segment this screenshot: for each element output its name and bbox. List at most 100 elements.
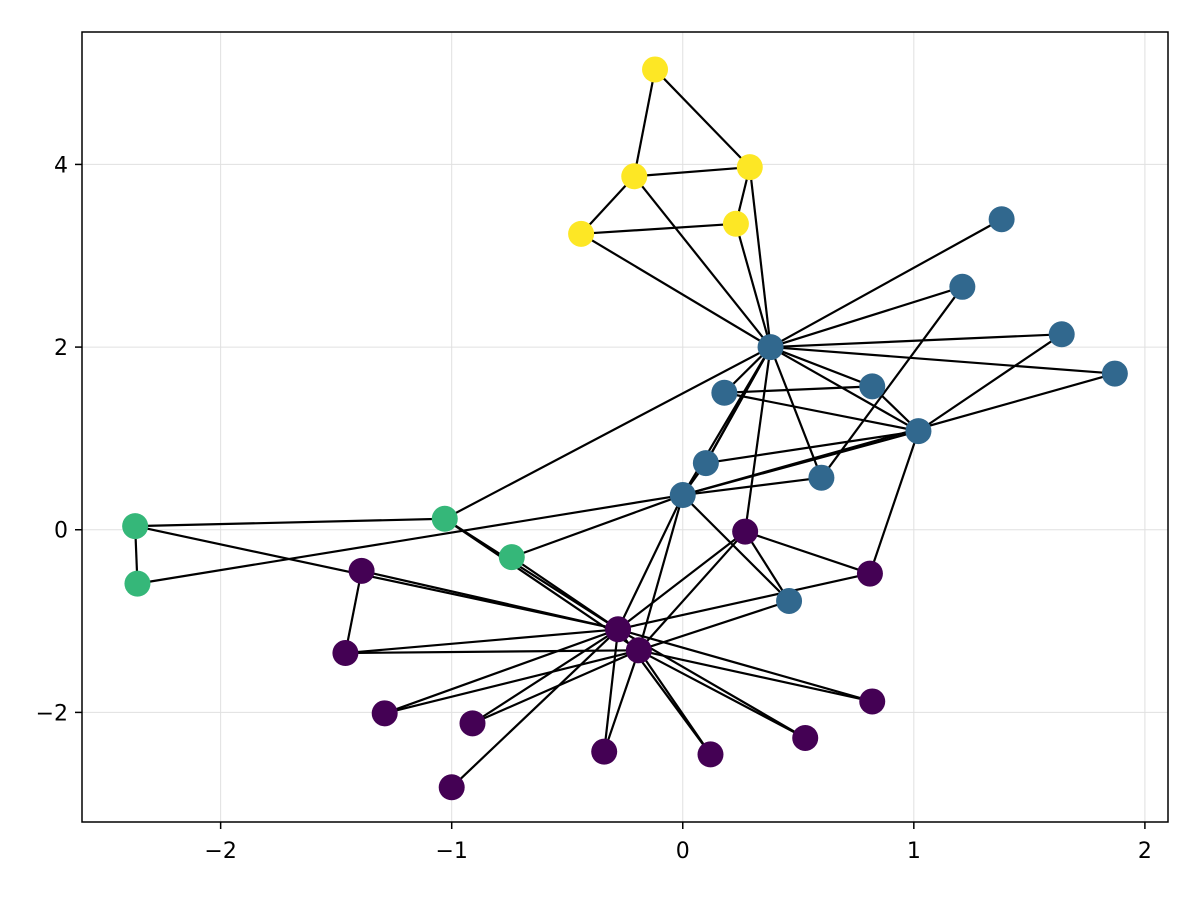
- graph-edge: [724, 385, 873, 394]
- graph-node-purple: [591, 738, 618, 765]
- nodes: [122, 56, 1128, 801]
- graph-node-green: [498, 544, 525, 571]
- graph-edge: [748, 167, 772, 348]
- graph-edge: [633, 175, 772, 348]
- graph-edge: [744, 530, 790, 602]
- graph-edge: [770, 285, 963, 349]
- graph-node-blue: [949, 273, 976, 300]
- graph-node-purple: [438, 774, 465, 801]
- graph-edge: [444, 346, 772, 520]
- graph-edge: [511, 556, 619, 631]
- graph-node-blue: [859, 373, 886, 400]
- graph-edge: [634, 166, 750, 178]
- graph-edge: [682, 476, 822, 497]
- y-tick-label: 0: [54, 519, 68, 544]
- graph-edge: [770, 345, 1115, 375]
- graph-node-green: [122, 513, 149, 540]
- graph-node-yellow: [621, 163, 648, 190]
- graph-edge: [345, 649, 639, 655]
- graph-edge: [769, 346, 823, 479]
- graph-edge: [581, 222, 736, 235]
- graph-node-blue: [757, 334, 784, 361]
- grid: [82, 32, 1168, 822]
- axis-ticks: −2 −1 0 1 2 −2 0 2 4: [36, 153, 1152, 864]
- x-tick-label: −2: [204, 839, 236, 864]
- x-tick-label: −1: [435, 839, 467, 864]
- graph-node-blue: [988, 206, 1015, 233]
- graph-edge: [637, 494, 684, 651]
- graph-edge: [580, 175, 636, 235]
- graph-edge: [637, 649, 712, 756]
- x-tick-label: 1: [907, 839, 921, 864]
- graph-node-blue: [711, 379, 738, 406]
- graph-edge: [734, 223, 772, 348]
- graph-node-blue: [808, 464, 835, 491]
- graph-node-purple: [697, 741, 724, 768]
- graph-edge: [770, 218, 1003, 349]
- graph-node-purple: [859, 688, 886, 715]
- graph-node-blue: [1101, 360, 1128, 387]
- graph-node-blue: [905, 418, 932, 445]
- graph-edge: [744, 530, 871, 575]
- graph-edge: [704, 346, 772, 464]
- graph-edge: [603, 649, 640, 753]
- graph-edge: [134, 525, 619, 631]
- graph-node-purple: [792, 724, 819, 751]
- graph-edge: [770, 333, 1062, 349]
- graph-edge: [617, 628, 873, 703]
- graph-node-blue: [669, 482, 696, 509]
- graph-edge: [724, 391, 919, 433]
- graph-edge: [344, 570, 363, 654]
- graph-edge: [638, 649, 806, 739]
- graph-node-purple: [348, 557, 375, 584]
- graph-node-purple: [856, 560, 883, 587]
- graph-node-purple: [625, 637, 652, 664]
- graph-edge: [471, 628, 619, 725]
- edges: [134, 68, 1116, 789]
- x-tick-label: 0: [676, 839, 690, 864]
- graph-node-yellow: [642, 56, 669, 83]
- graph-edge: [511, 494, 684, 559]
- graph-node-purple: [732, 518, 759, 545]
- graph-node-purple: [332, 640, 359, 667]
- graph-edge: [603, 629, 620, 752]
- graph-edge: [135, 517, 445, 528]
- graph-edge: [472, 649, 640, 725]
- graph-edge: [744, 346, 772, 532]
- graph-edge: [638, 649, 873, 703]
- graph-node-blue: [692, 450, 719, 477]
- graph-node-blue: [776, 587, 803, 614]
- graph-edge: [633, 69, 657, 177]
- graph-edge: [654, 68, 751, 168]
- graph-edge: [681, 494, 790, 602]
- graph-edge: [137, 493, 683, 585]
- graph-node-purple: [371, 700, 398, 727]
- y-tick-label: −2: [36, 701, 68, 726]
- graph-edge: [820, 286, 964, 479]
- graph-node-yellow: [722, 210, 749, 237]
- graph-node-purple: [605, 616, 632, 643]
- graph-edge: [638, 530, 746, 652]
- graph-edge: [682, 372, 1116, 497]
- graph-edge: [617, 530, 746, 631]
- plot-frame: [81, 31, 1169, 823]
- graph-edge: [617, 572, 871, 631]
- graph-edge: [617, 494, 684, 630]
- graph-edge: [705, 430, 919, 465]
- graph-edge: [770, 346, 873, 388]
- graph-edge: [384, 628, 619, 715]
- graph-edge: [770, 346, 919, 433]
- graph-edge: [345, 628, 619, 655]
- graph-node-blue: [1048, 321, 1075, 348]
- graph-node-green: [124, 570, 151, 597]
- graph-node-green: [431, 505, 458, 532]
- graph-edge: [384, 649, 640, 715]
- graph-node-yellow: [568, 220, 595, 247]
- x-tick-label: 2: [1138, 839, 1152, 864]
- graph-edge: [868, 430, 920, 574]
- graph-edge: [450, 628, 619, 789]
- graph-node-purple: [459, 710, 486, 737]
- graph-edge: [638, 599, 790, 652]
- graph-edge: [580, 232, 772, 349]
